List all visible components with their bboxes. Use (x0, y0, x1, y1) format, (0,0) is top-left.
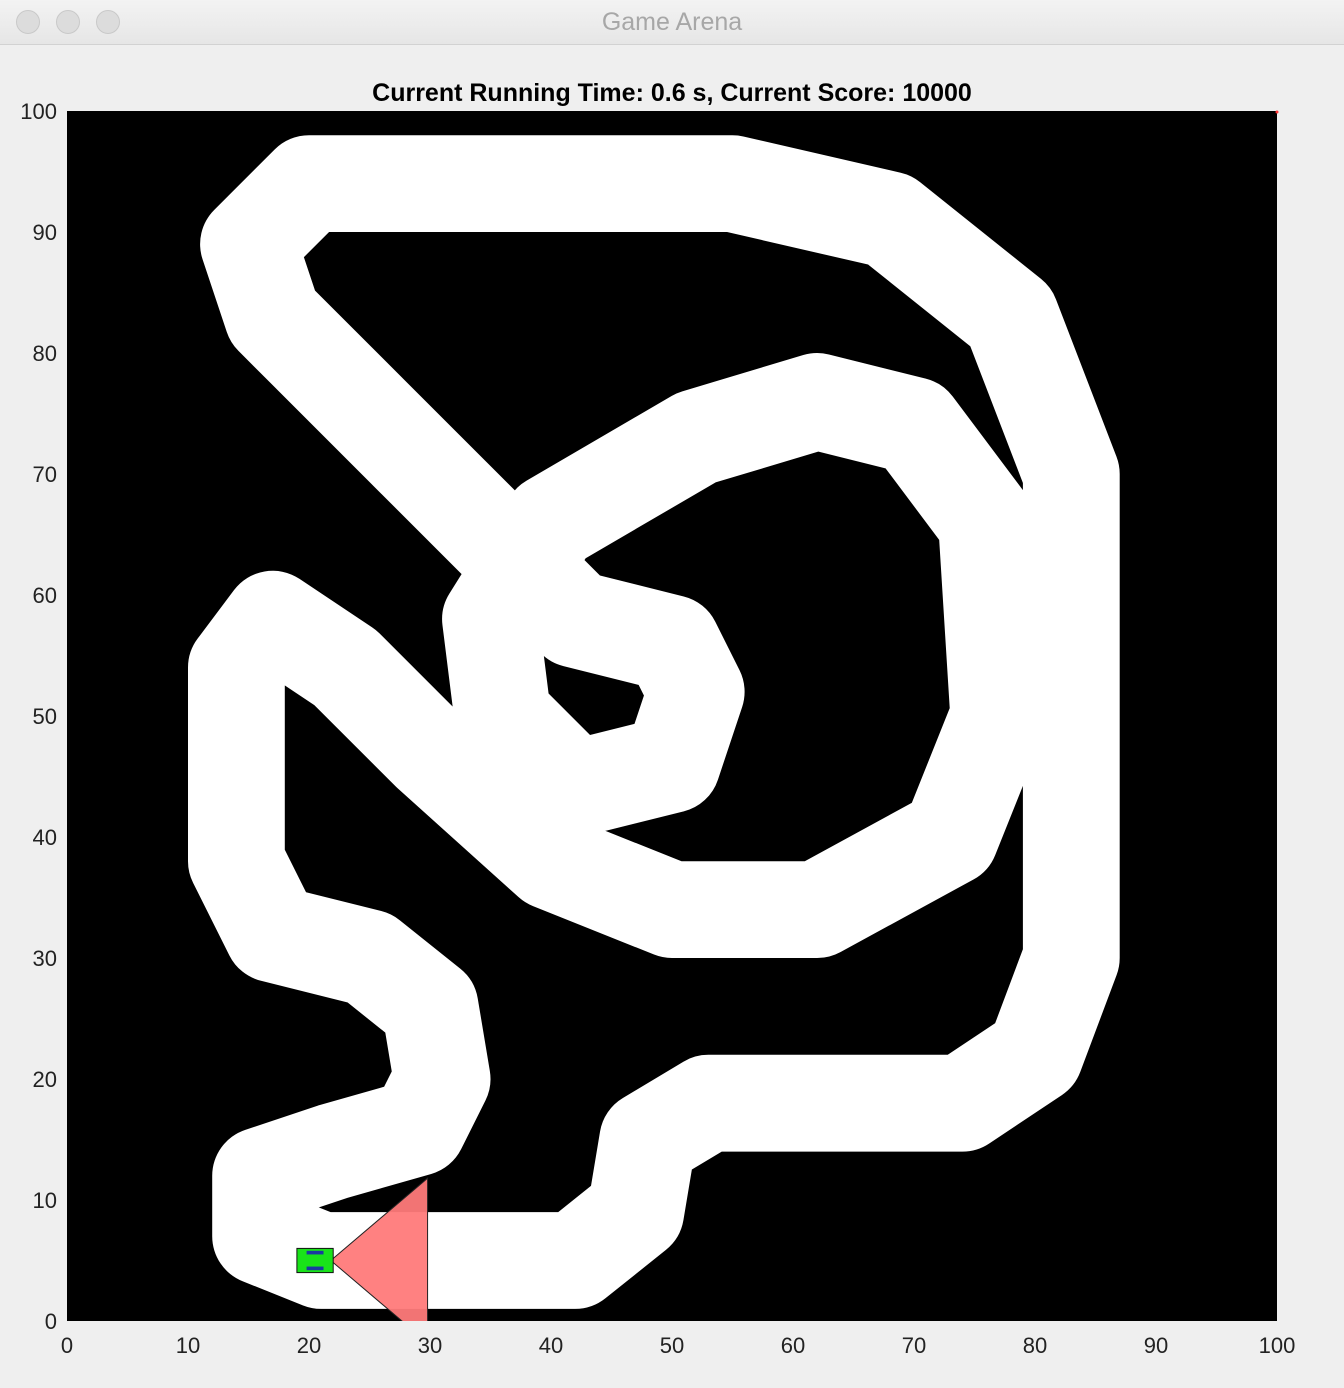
y-tick-label: 90 (33, 220, 57, 245)
sensor-cone (330, 1177, 429, 1321)
y-tick-label: 40 (33, 825, 57, 850)
y-tick-label: 0 (45, 1309, 57, 1334)
minimize-button[interactable] (56, 10, 80, 34)
zoom-button[interactable] (96, 10, 120, 34)
x-tick-label: 60 (781, 1333, 805, 1358)
x-tick-label: 40 (539, 1333, 563, 1358)
x-axis: 0 10 20 30 40 50 60 70 80 90 100 (61, 1333, 1295, 1358)
x-tick-label: 30 (418, 1333, 442, 1358)
x-tick-label: 100 (1259, 1333, 1296, 1358)
y-tick-label: 30 (33, 946, 57, 971)
x-tick-label: 10 (176, 1333, 200, 1358)
car-wheel-top (306, 1250, 324, 1255)
car-wheel-bottom (306, 1266, 324, 1271)
y-axis: 0 10 20 30 40 50 60 70 80 90 100 (20, 99, 57, 1334)
window-title: Game Arena (601, 8, 743, 36)
track-path (187, 135, 1120, 1309)
arena-plot: Current Running Time: 0.6 s, Current Sco… (20, 79, 1295, 1358)
x-tick-label: 0 (61, 1333, 73, 1358)
x-tick-label: 70 (902, 1333, 926, 1358)
score-status-title: Current Running Time: 0.6 s, Current Sco… (372, 79, 972, 107)
x-tick-label: 80 (1023, 1333, 1047, 1358)
y-tick-label: 50 (33, 704, 57, 729)
x-tick-label: 20 (297, 1333, 321, 1358)
y-tick-label: 60 (33, 583, 57, 608)
target-marker (1275, 110, 1279, 114)
title-bar[interactable]: Game Arena (0, 0, 1344, 45)
x-tick-label: 50 (660, 1333, 684, 1358)
y-tick-label: 70 (33, 462, 57, 487)
x-tick-label: 90 (1144, 1333, 1168, 1358)
vehicle-group (296, 1177, 429, 1321)
y-tick-label: 80 (33, 341, 57, 366)
y-tick-label: 100 (20, 99, 57, 124)
y-tick-label: 20 (33, 1067, 57, 1092)
close-button[interactable] (16, 10, 40, 34)
y-tick-label: 10 (33, 1188, 57, 1213)
race-track (187, 135, 1120, 1309)
